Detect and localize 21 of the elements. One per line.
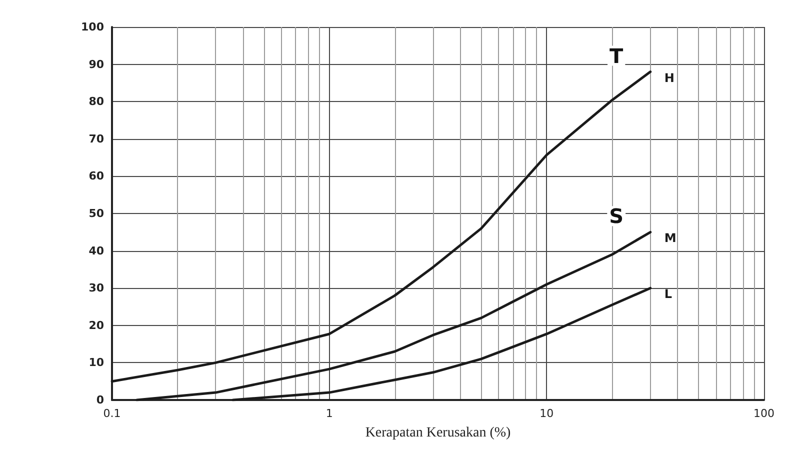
x-tick-label: 10 bbox=[540, 407, 554, 420]
y-tick-label: 30 bbox=[88, 282, 104, 295]
y-tick-label: 90 bbox=[88, 58, 104, 71]
x-tick-label: 1 bbox=[326, 407, 333, 420]
y-tick-label: 10 bbox=[88, 356, 104, 370]
x-tick-label: 100 bbox=[754, 407, 774, 420]
x-tick-label: 0.1 bbox=[103, 407, 121, 420]
y-tick-label: 40 bbox=[88, 244, 104, 258]
annotation: S bbox=[609, 204, 624, 228]
series-label: H bbox=[664, 70, 674, 85]
y-tick-label: 80 bbox=[88, 95, 104, 108]
series-label: L bbox=[664, 287, 672, 302]
y-tick-label: 100 bbox=[81, 20, 104, 34]
y-tick-label: 60 bbox=[88, 170, 104, 183]
x-axis-title: Kerapatan Kerusakan (%) bbox=[365, 426, 512, 440]
y-tick-label: 50 bbox=[88, 207, 104, 220]
y-tick-label: 70 bbox=[88, 132, 104, 146]
y-tick-label: 20 bbox=[88, 318, 104, 332]
series-label: M bbox=[664, 231, 676, 246]
annotation: T bbox=[610, 44, 624, 68]
y-tick-label: 0 bbox=[96, 394, 104, 406]
